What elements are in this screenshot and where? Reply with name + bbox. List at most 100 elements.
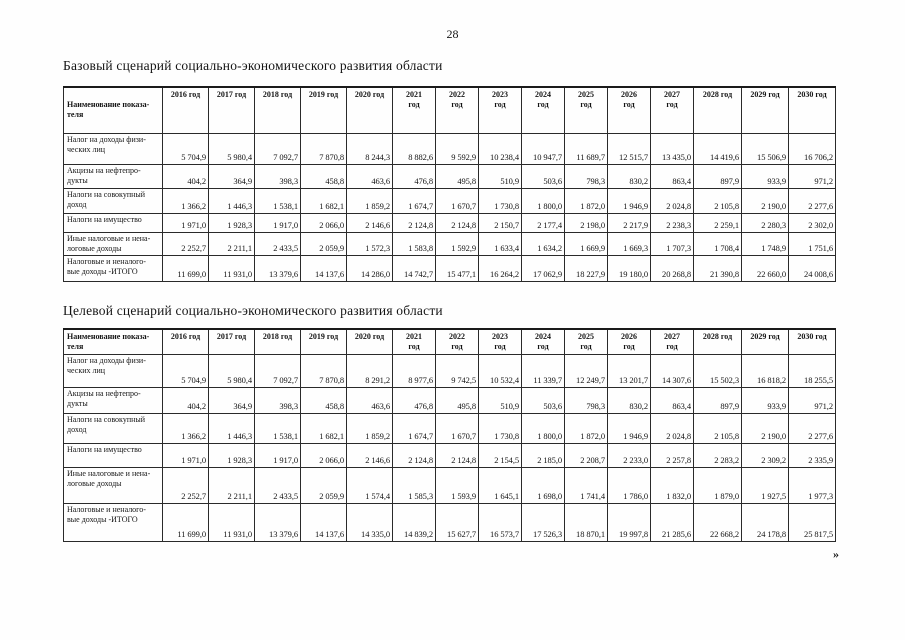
year-header-label: 2030 год bbox=[797, 90, 827, 99]
year-header: 2023 год bbox=[478, 328, 522, 355]
year-header: 2023 год bbox=[478, 86, 522, 134]
value-cell: 17 526,3 bbox=[521, 503, 565, 542]
value-cell: 463,6 bbox=[346, 163, 393, 189]
year-header-label: 2026 год bbox=[621, 331, 637, 351]
value-cell: 14 307,6 bbox=[650, 354, 694, 388]
year-header-label: 2017 год bbox=[216, 90, 247, 99]
value-cell: 14 137,6 bbox=[300, 254, 347, 282]
value-cell: 24 008,6 bbox=[788, 254, 836, 282]
value-cell: 10 532,4 bbox=[478, 354, 522, 388]
value-cell: 1 927,5 bbox=[741, 467, 789, 504]
table-row: Иные налоговые и нена- логовые доходы 2 2… bbox=[63, 231, 836, 256]
value-cell: 1 670,7 bbox=[435, 187, 479, 214]
value-cell: 2 154,5 bbox=[478, 443, 522, 468]
value-cell: 1 674,7 bbox=[392, 413, 436, 444]
value-cell: 2 259,1 bbox=[693, 212, 742, 233]
year-header: 2020 год bbox=[346, 86, 393, 134]
year-header: 2021 год bbox=[392, 86, 436, 134]
value-cell: 1 946,9 bbox=[607, 187, 651, 214]
value-cell: 503,6 bbox=[521, 163, 565, 189]
year-header-label: 2030 год bbox=[797, 331, 827, 341]
value-cell: 1 707,3 bbox=[650, 231, 694, 256]
value-cell: 2 146,6 bbox=[346, 443, 393, 468]
table-row: Налоговые и неналого- вые доходы -ИТОГО 1… bbox=[63, 503, 836, 542]
row-label: Налоги на имущество bbox=[63, 212, 163, 233]
row-label: Налоги на совокупный доход bbox=[63, 187, 163, 214]
year-header-label: 2023 год bbox=[492, 331, 508, 351]
value-cell: 2 177,4 bbox=[521, 212, 565, 233]
value-cell: 1 800,0 bbox=[521, 187, 565, 214]
value-cell: 1 645,1 bbox=[478, 467, 522, 504]
value-cell: 933,9 bbox=[741, 387, 789, 414]
value-cell: 1 832,0 bbox=[650, 467, 694, 504]
value-cell: 2 280,3 bbox=[741, 212, 789, 233]
year-header-label: 2024 год bbox=[535, 331, 551, 351]
row-label: Иные налоговые и нена- логовые доходы bbox=[63, 467, 163, 504]
value-cell: 2 105,8 bbox=[693, 187, 742, 214]
value-cell: 2 124,8 bbox=[392, 443, 436, 468]
value-cell: 1 859,2 bbox=[346, 187, 393, 214]
year-header: 2016 год bbox=[162, 328, 209, 355]
value-cell: 2 124,8 bbox=[392, 212, 436, 233]
value-cell: 7 092,7 bbox=[254, 354, 301, 388]
year-header-label: 2028 год bbox=[702, 331, 733, 341]
value-cell: 1 917,0 bbox=[254, 212, 301, 233]
year-header-label: 2019 год bbox=[308, 331, 339, 341]
value-cell: 2 124,8 bbox=[435, 443, 479, 468]
value-cell: 404,2 bbox=[162, 387, 209, 414]
value-cell: 5 704,9 bbox=[162, 354, 209, 388]
value-cell: 1 538,1 bbox=[254, 187, 301, 214]
value-cell: 798,3 bbox=[564, 387, 608, 414]
value-cell: 2 257,8 bbox=[650, 443, 694, 468]
year-header: 2029 год bbox=[741, 328, 789, 355]
value-cell: 5 980,4 bbox=[208, 354, 255, 388]
value-cell: 1 977,3 bbox=[788, 467, 836, 504]
section-title-target-scenario: Целевой сценарий социально-экономическог… bbox=[63, 302, 443, 318]
value-cell: 404,2 bbox=[162, 163, 209, 189]
value-cell: 14 742,7 bbox=[392, 254, 436, 282]
year-header: 2025 год bbox=[564, 328, 608, 355]
value-cell: 2 146,6 bbox=[346, 212, 393, 233]
value-cell: 398,3 bbox=[254, 163, 301, 189]
row-label: Иные налоговые и нена- логовые доходы bbox=[63, 231, 163, 256]
value-cell: 11 699,0 bbox=[162, 503, 209, 542]
year-header-label: 2026 год bbox=[621, 90, 637, 110]
year-header: 2016 год bbox=[162, 86, 209, 134]
year-header: 2021 год bbox=[392, 328, 436, 355]
year-header: 2027 год bbox=[650, 328, 694, 355]
value-cell: 1 538,1 bbox=[254, 413, 301, 444]
value-cell: 12 249,7 bbox=[564, 354, 608, 388]
value-cell: 495,8 bbox=[435, 387, 479, 414]
year-header-label: 2025 год bbox=[578, 90, 594, 110]
value-cell: 1 971,0 bbox=[162, 443, 209, 468]
value-cell: 5 704,9 bbox=[162, 132, 209, 165]
value-cell: 2 211,1 bbox=[208, 467, 255, 504]
value-cell: 2 124,8 bbox=[435, 212, 479, 233]
year-header: 2027 год bbox=[650, 86, 694, 134]
value-cell: 1 748,9 bbox=[741, 231, 789, 256]
value-cell: 1 971,0 bbox=[162, 212, 209, 233]
year-header: 2019 год bbox=[300, 328, 347, 355]
value-cell: 364,9 bbox=[208, 163, 255, 189]
table-row: Налог на доходы физи- ческих лиц 5 704,9 5… bbox=[63, 132, 836, 165]
value-cell: 11 699,0 bbox=[162, 254, 209, 282]
value-cell: 2 066,0 bbox=[300, 443, 347, 468]
target-scenario-table: Наименование показа- теля 2016 год 2017 го… bbox=[63, 327, 836, 542]
value-cell: 10 947,7 bbox=[521, 132, 565, 165]
value-cell: 2 309,2 bbox=[741, 443, 789, 468]
value-cell: 2 302,0 bbox=[788, 212, 836, 233]
value-cell: 1 917,0 bbox=[254, 443, 301, 468]
value-cell: 476,8 bbox=[392, 163, 436, 189]
year-header-label: 2022 год bbox=[449, 331, 465, 351]
value-cell: 2 211,1 bbox=[208, 231, 255, 256]
value-cell: 14 335,0 bbox=[346, 503, 393, 542]
indicator-column-header: Наименование показа- теля bbox=[63, 86, 163, 134]
year-header: 2022 год bbox=[435, 86, 479, 134]
value-cell: 897,9 bbox=[693, 387, 742, 414]
value-cell: 7 870,8 bbox=[300, 132, 347, 165]
value-cell: 2 277,6 bbox=[788, 413, 836, 444]
value-cell: 2 150,7 bbox=[478, 212, 522, 233]
value-cell: 2 024,8 bbox=[650, 413, 694, 444]
year-header: 2018 год bbox=[254, 328, 301, 355]
table-row: Иные налоговые и нена- логовые доходы 2 2… bbox=[63, 467, 836, 504]
